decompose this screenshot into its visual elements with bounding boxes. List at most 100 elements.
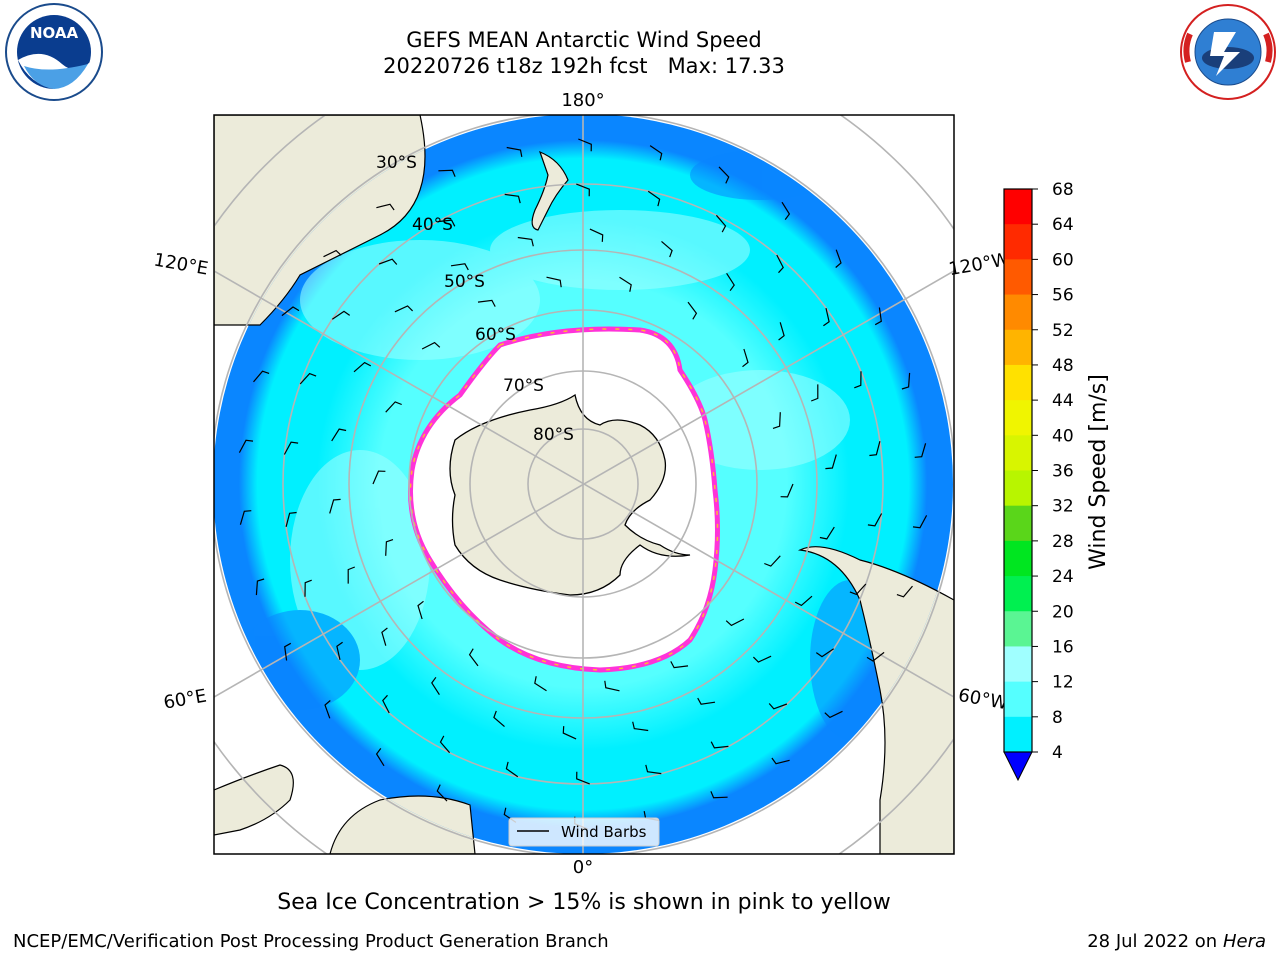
colorbar-tick-label: 56 bbox=[1052, 286, 1074, 306]
wind-barb bbox=[914, 443, 927, 458]
colorbar-tick-label: 64 bbox=[1052, 215, 1074, 235]
colorbar-tick-label: 32 bbox=[1052, 497, 1074, 517]
colorbar: 68 64 60 56 52 48 44 40 36 32 28 24 20 16 12 8 4 Wind Sp… bbox=[1003, 180, 1111, 782]
colorbar-tick-label: 12 bbox=[1052, 673, 1074, 693]
wind-barb bbox=[866, 651, 885, 662]
wind-barb bbox=[468, 648, 479, 667]
wind-barb bbox=[835, 249, 842, 268]
wind-barb bbox=[718, 166, 730, 184]
wind-barb bbox=[323, 249, 342, 258]
colorbar-tick-label: 60 bbox=[1052, 250, 1074, 270]
wind-barb bbox=[772, 412, 781, 429]
wind-barb bbox=[493, 710, 505, 728]
wind-barb bbox=[284, 642, 292, 661]
wind-barb bbox=[867, 513, 883, 527]
footer-host: Hera bbox=[1222, 931, 1266, 952]
lat-label-70: 70°S bbox=[503, 376, 544, 396]
colorbar-segment bbox=[1004, 716, 1032, 753]
colorbar-segment bbox=[1004, 435, 1032, 471]
wind-barb bbox=[768, 703, 788, 710]
wind-barb bbox=[670, 661, 689, 669]
colorbar-segment bbox=[1004, 329, 1032, 366]
wind-barb bbox=[697, 697, 716, 705]
lat-label-50: 50°S bbox=[444, 272, 485, 292]
wind-barb bbox=[781, 201, 791, 220]
wind-barb bbox=[238, 439, 254, 453]
footer-right: 28 Jul 2022 on Hera bbox=[1087, 931, 1266, 952]
colorbar-segment bbox=[1004, 611, 1032, 647]
wind-barb bbox=[385, 539, 394, 556]
lon-label-60e: 60°E bbox=[162, 685, 208, 713]
wind-barb bbox=[823, 307, 830, 327]
wind-barb bbox=[726, 272, 735, 292]
colorbar-label: Wind Speed [m/s] bbox=[1086, 374, 1111, 570]
wind-barb bbox=[534, 676, 547, 692]
wind-barb bbox=[385, 401, 402, 413]
colorbar-tick-label: 44 bbox=[1052, 391, 1074, 411]
wind-barb bbox=[324, 700, 331, 719]
wind-barb bbox=[715, 214, 727, 233]
wind-barb bbox=[810, 384, 819, 402]
legend-label: Wind Barbs bbox=[561, 823, 647, 841]
chart-title: GEFS MEAN Antarctic Wind Speed bbox=[406, 28, 762, 52]
wind-barb bbox=[874, 307, 882, 326]
wind-barb bbox=[394, 305, 414, 313]
wind-barb bbox=[299, 372, 317, 385]
colorbar-tick-label: 20 bbox=[1052, 602, 1074, 622]
lat-label-30: 30°S bbox=[376, 153, 417, 173]
wind-barb bbox=[239, 510, 252, 525]
map-frame bbox=[213, 114, 955, 855]
wind-barb bbox=[347, 566, 356, 584]
wind-barb bbox=[815, 648, 835, 658]
wind-barb bbox=[504, 193, 521, 204]
colorbar-tick-label: 40 bbox=[1052, 426, 1074, 446]
lon-label-60w: 60°W bbox=[957, 685, 1010, 714]
wind-barb bbox=[421, 341, 441, 350]
wind-barb bbox=[632, 721, 649, 732]
wind-barb bbox=[336, 641, 343, 661]
graticule bbox=[214, 115, 954, 854]
wind-barb bbox=[819, 526, 835, 540]
wind-barb bbox=[576, 183, 590, 197]
run-info: 20220726 t18z 192h fcst bbox=[383, 54, 648, 78]
colorbar-segment bbox=[1004, 189, 1032, 225]
colorbar-segment bbox=[1004, 400, 1032, 436]
wind-barb bbox=[283, 441, 299, 455]
wind-barb bbox=[725, 618, 745, 627]
wind-barb bbox=[710, 791, 728, 799]
wind-barb bbox=[619, 276, 632, 292]
wind-barb bbox=[375, 748, 385, 767]
wind-barb bbox=[255, 578, 265, 596]
wind-barb bbox=[546, 276, 562, 288]
wind-barb bbox=[450, 263, 469, 271]
wind-barb bbox=[901, 372, 911, 390]
colorbar-tick-label: 16 bbox=[1052, 637, 1074, 657]
wind-barb bbox=[896, 585, 913, 598]
wind-barb bbox=[752, 655, 772, 663]
colorbar-segment bbox=[1004, 259, 1032, 296]
wind-barb bbox=[776, 254, 784, 274]
wind-barb bbox=[439, 735, 451, 754]
wind-barb bbox=[329, 498, 341, 514]
map-legend: Wind Barbs bbox=[508, 817, 660, 847]
footer-date: 28 Jul 2022 on bbox=[1087, 931, 1218, 952]
wind-barb bbox=[854, 371, 862, 389]
noaa-logo: NOAA bbox=[2, 2, 106, 106]
colorbar-tick-label: 48 bbox=[1052, 356, 1074, 376]
wind-barb bbox=[353, 361, 372, 373]
wind-barb bbox=[376, 203, 395, 211]
colorbar-segment bbox=[1004, 224, 1032, 260]
wind-barb bbox=[381, 627, 388, 646]
wind-barb bbox=[372, 470, 386, 485]
colorbar-segment bbox=[1004, 576, 1032, 612]
colorbar-segment bbox=[1004, 646, 1032, 683]
wind-barb bbox=[417, 600, 424, 620]
lon-label-120e: 120°E bbox=[152, 249, 210, 279]
footer-left: NCEP/EMC/Verification Post Processing Pr… bbox=[13, 931, 609, 952]
wind-barb bbox=[710, 741, 729, 749]
chart-subtitle: 20220726 t18z 192h fcst Max: 17.33 bbox=[234, 53, 934, 79]
colorbar-tick-label: 36 bbox=[1052, 462, 1074, 482]
colorbar-tick-label: 68 bbox=[1052, 180, 1074, 200]
wind-barb bbox=[562, 726, 577, 740]
